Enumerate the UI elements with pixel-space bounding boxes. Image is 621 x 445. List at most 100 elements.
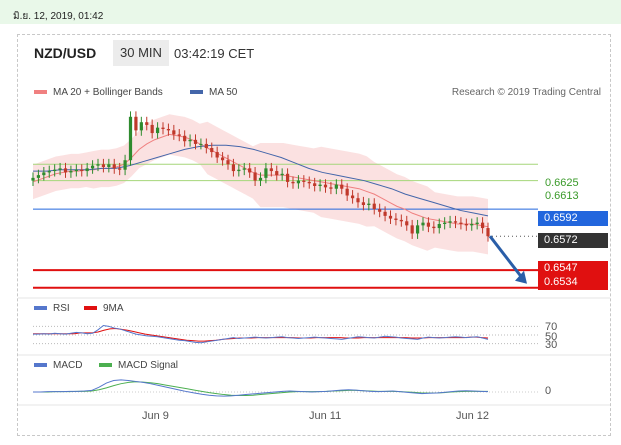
candle-body	[264, 168, 268, 178]
candle-body	[253, 172, 257, 181]
candle-body	[128, 116, 133, 161]
candle-body	[101, 164, 106, 167]
candle-body	[69, 171, 73, 173]
macd-legend-label: MACD	[53, 360, 83, 371]
time-label: 03:42:19 CET	[174, 46, 255, 61]
candle-body	[226, 160, 230, 165]
candle-body	[318, 184, 322, 186]
candle-body	[356, 198, 360, 203]
candle-body	[237, 169, 241, 172]
candle-body	[296, 180, 301, 184]
candle-body	[199, 143, 203, 145]
candle-body	[269, 168, 273, 172]
candle-body	[242, 168, 246, 170]
ma50-swatch	[190, 90, 203, 95]
rsi-swatch	[34, 306, 47, 311]
candle-body	[405, 221, 409, 226]
symbol-label: NZD/USD	[34, 45, 97, 61]
candle-body	[421, 222, 425, 226]
level-tag-last-price: 0.6572	[538, 233, 608, 248]
candle-body	[475, 222, 479, 224]
ma20-legend-label: MA 20 + Bollinger Bands	[53, 87, 163, 98]
level-label-resistance-2: 0.6613	[545, 190, 579, 202]
candle-body	[361, 202, 366, 205]
candle-body	[85, 168, 89, 172]
candle-body	[470, 224, 474, 226]
candle-body	[275, 171, 279, 176]
candle-body	[285, 173, 290, 182]
legend-macd-signal: MACD Signal	[99, 360, 178, 371]
level-label-resistance-1: 0.6625	[545, 177, 579, 189]
rsi-tick-70: 70	[545, 321, 558, 333]
candle-body	[464, 224, 468, 226]
candle-body	[42, 172, 46, 176]
candle-body	[139, 122, 143, 131]
candle-body	[280, 173, 284, 176]
candle-body	[448, 221, 452, 223]
candle-body	[459, 222, 463, 224]
legend-macd: MACD	[34, 360, 82, 371]
chart-frame	[17, 34, 611, 436]
candle-body	[372, 203, 376, 210]
candle-body	[155, 127, 160, 134]
candle-body	[453, 221, 458, 223]
rsi-line	[33, 324, 489, 344]
candle-body	[350, 195, 355, 199]
timeframe-badge[interactable]: 30 MIN	[113, 40, 169, 66]
x-tick-jun9: Jun 9	[142, 410, 169, 422]
candle-body	[334, 184, 338, 189]
legend-ma50: MA 50	[190, 87, 237, 98]
candle-body	[248, 168, 252, 173]
level-tag-support-1: 0.6547	[538, 261, 608, 276]
candle-body	[123, 160, 127, 170]
candle-body	[291, 181, 295, 184]
legend-rsi: RSI	[34, 303, 70, 314]
candle-body	[410, 225, 414, 234]
candle-body	[188, 139, 192, 142]
rsi-tick-30: 30	[545, 339, 558, 351]
x-tick-jun12: Jun 12	[456, 410, 490, 422]
candle-body	[415, 225, 420, 234]
ma50-legend-label: MA 50	[209, 87, 238, 98]
candle-body	[172, 130, 176, 135]
candle-body	[220, 157, 225, 161]
candle-body	[307, 181, 311, 184]
legend-rsi-9ma: 9MA	[84, 303, 124, 314]
candle-body	[193, 139, 198, 144]
candle-body	[340, 184, 344, 189]
candle-body	[432, 226, 436, 229]
candle-body	[215, 152, 219, 158]
candle-body	[161, 127, 165, 129]
candle-body	[383, 211, 387, 216]
ma20-swatch	[34, 90, 47, 95]
rsi-9ma-legend-label: 9MA	[103, 303, 124, 314]
rsi-9ma-swatch	[84, 306, 97, 311]
candle-body	[107, 164, 111, 167]
candle-body	[36, 175, 41, 178]
candle-body	[231, 164, 236, 172]
candle-body	[302, 180, 306, 182]
x-tick-jun11: Jun 11	[309, 410, 342, 422]
candle-body	[258, 177, 263, 181]
candle-body	[96, 164, 100, 166]
date-bar: มิ.ย. 12, 2019, 01:42	[0, 0, 621, 24]
forecast-arrow-head	[515, 270, 527, 284]
candle-body	[134, 116, 138, 131]
candle-body	[367, 203, 371, 205]
candle-body	[345, 188, 349, 196]
macd-signal-legend-label: MACD Signal	[118, 360, 179, 371]
candle-body	[394, 218, 398, 220]
candle-body	[177, 134, 181, 136]
candle-body	[150, 124, 154, 134]
candle-body	[183, 135, 187, 142]
candle-body	[378, 209, 382, 212]
candle-body	[329, 187, 333, 189]
candle-body	[90, 165, 95, 169]
rsi-tick-50: 50	[545, 331, 558, 343]
research-credit: Research © 2019 Trading Central	[451, 87, 601, 98]
macd-signal-line	[33, 381, 488, 397]
candle-body	[480, 222, 485, 229]
candle-body	[47, 171, 51, 173]
candle-body	[145, 122, 149, 125]
